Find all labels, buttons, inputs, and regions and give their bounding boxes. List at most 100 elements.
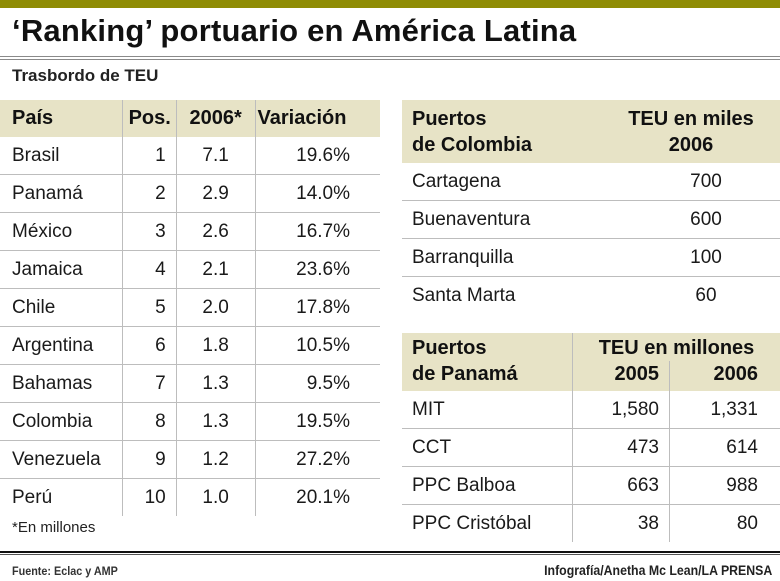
cell-2005: 1,580 [572, 391, 670, 429]
cell-pos: 9 [121, 440, 177, 479]
cell-variacion: 16.7% [254, 212, 380, 251]
panama-header-row: Puertos TEU en millones [402, 333, 780, 361]
cell-pos: 10 [121, 478, 177, 516]
cell-puerto: Cartagena [412, 170, 501, 192]
col-header-pos: Pos. [121, 100, 177, 137]
cell-variacion: 19.5% [254, 402, 380, 441]
ranking-table: País Pos. 2006* Variación Brasil 1 7.1 1… [0, 100, 380, 516]
colombia-ports-table: Puertos de Colombia TEU en miles 2006 Ca… [402, 100, 780, 314]
cell-puerto: Santa Marta [402, 276, 612, 314]
cell-pos: 7 [121, 364, 177, 403]
cell-variacion: 27.2% [254, 440, 380, 479]
footnote: *En millones [12, 519, 96, 536]
cell-pos: 6 [121, 326, 177, 365]
cell-variacion: 19.6% [254, 137, 380, 175]
col-header-variacion: Variación [254, 100, 380, 137]
cell-2006: 1.3 [175, 364, 256, 403]
panama-header-row-2: de Panamá 2005 2006 [402, 361, 780, 391]
table-row: Bahamas 7 1.3 9.5% [0, 364, 380, 403]
cell-teu: 60 [612, 276, 780, 314]
cell-puerto: CCT [402, 428, 573, 467]
cell-2006: 2.1 [175, 250, 256, 289]
col-header-puertos-colombia: Puertos de Colombia [402, 100, 612, 163]
cell-pais: Perú [0, 478, 123, 516]
table-row: MIT 1,580 1,331 [402, 391, 780, 429]
table-row: PPC Cristóbal 38 80 [402, 504, 780, 542]
cell-2006: 1.3 [175, 402, 256, 441]
cell-2006: 1.8 [175, 326, 256, 365]
header-line: de Colombia [412, 133, 533, 156]
top-accent-bar [0, 0, 780, 8]
col-header-2006: 2006* [175, 100, 256, 137]
page-title: ‘Ranking’ portuario en América Latina [12, 13, 577, 48]
cell-pos: 8 [121, 402, 177, 441]
cell-pais: Colombia [0, 402, 123, 441]
cell-2006: 614 [669, 428, 780, 467]
col-header-teu-millones: TEU en millones [572, 333, 780, 361]
panama-ports-table: Puertos TEU en millones de Panamá 2005 2… [402, 333, 780, 542]
table-row: Colombia 8 1.3 19.5% [0, 402, 380, 441]
cell-pos: 5 [121, 288, 177, 327]
cell-2006: 2.0 [175, 288, 256, 327]
cell-2005: 473 [572, 428, 670, 467]
col-header-puertos: Puertos [412, 337, 487, 359]
cell-pais: Jamaica [0, 250, 123, 289]
cell-pais: Venezuela [0, 440, 123, 479]
cell-pos: 4 [121, 250, 177, 289]
footer-divider [0, 551, 780, 555]
table-row: Chile 5 2.0 17.8% [0, 288, 380, 327]
header-line: TEU en miles [628, 107, 754, 130]
cell-pais: Panamá [0, 174, 123, 213]
table-row: Argentina 6 1.8 10.5% [0, 326, 380, 365]
colombia-header-row: Puertos de Colombia TEU en miles 2006 [402, 100, 780, 163]
cell-teu: 600 [612, 200, 780, 239]
cell-2005: 663 [572, 466, 670, 505]
cell-puerto: MIT [412, 398, 445, 420]
table-row: Santa Marta 60 [402, 276, 780, 314]
cell-2006: 2.6 [175, 212, 256, 251]
cell-pais: Bahamas [0, 364, 123, 403]
cell-puerto: PPC Cristóbal [402, 504, 573, 542]
cell-puerto: Buenaventura [402, 200, 612, 239]
cell-puerto: PPC Balboa [402, 466, 573, 505]
credit-line: Infografía/Anetha Mc Lean/LA PRENSA [543, 562, 772, 578]
cell-pos: 1 [121, 137, 177, 175]
col-header-pais: País [12, 107, 54, 129]
cell-2006: 2.9 [175, 174, 256, 213]
table-row: Brasil 1 7.1 19.6% [0, 137, 380, 175]
cell-puerto: Barranquilla [402, 238, 612, 277]
cell-pais: Chile [0, 288, 123, 327]
cell-pais: Brasil [12, 144, 60, 166]
cell-variacion: 10.5% [254, 326, 380, 365]
cell-pos: 2 [121, 174, 177, 213]
table-row: Buenaventura 600 [402, 200, 780, 239]
cell-variacion: 23.6% [254, 250, 380, 289]
table-row: Perú 10 1.0 20.1% [0, 478, 380, 516]
table-row: Cartagena 700 [402, 163, 780, 201]
col-header-teu-miles: TEU en miles 2006 [612, 100, 780, 163]
cell-variacion: 14.0% [254, 174, 380, 213]
table-row: Venezuela 9 1.2 27.2% [0, 440, 380, 479]
cell-2006: 1.2 [175, 440, 256, 479]
header-line: Puertos [412, 107, 487, 130]
cell-teu: 100 [612, 238, 780, 277]
col-header-de-panama: de Panamá [412, 363, 518, 385]
cell-pais: Argentina [0, 326, 123, 365]
cell-2006: 988 [669, 466, 780, 505]
title-divider [0, 56, 780, 60]
subtitle: Trasbordo de TEU [12, 66, 159, 85]
cell-2006: 7.1 [175, 137, 256, 175]
source-note: Fuente: Eclac y AMP [12, 564, 118, 578]
col-header-2005: 2005 [572, 361, 670, 391]
table-row: Jamaica 4 2.1 23.6% [0, 250, 380, 289]
col-header-2006: 2006 [669, 361, 780, 391]
cell-pos: 3 [121, 212, 177, 251]
ranking-header-row: País Pos. 2006* Variación [0, 100, 380, 137]
cell-2006: 80 [669, 504, 780, 542]
cell-variacion: 17.8% [254, 288, 380, 327]
table-row: Barranquilla 100 [402, 238, 780, 277]
table-row: México 3 2.6 16.7% [0, 212, 380, 251]
table-row: CCT 473 614 [402, 428, 780, 467]
cell-2005: 38 [572, 504, 670, 542]
table-row: Panamá 2 2.9 14.0% [0, 174, 380, 213]
